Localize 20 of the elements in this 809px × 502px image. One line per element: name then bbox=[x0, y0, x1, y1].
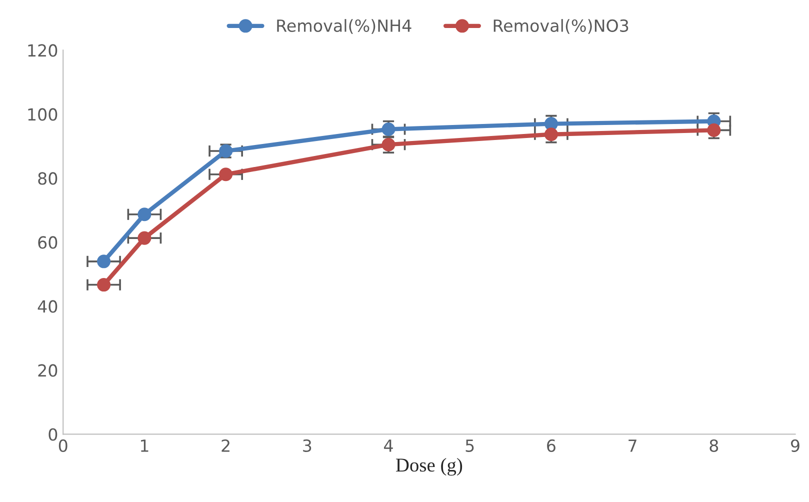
x-tick-label: 7 bbox=[628, 440, 636, 452]
x-tick-label: 6 bbox=[547, 439, 556, 452]
y-tick-label: 60 bbox=[38, 236, 58, 249]
x-tick-label: 0 bbox=[58, 439, 68, 452]
y-tick-label: 120 bbox=[28, 44, 58, 57]
y-tick-label: 100 bbox=[28, 108, 58, 121]
y-tick-label: 20 bbox=[38, 364, 58, 377]
x-tick-label: 1 bbox=[140, 440, 148, 452]
x-tick-label: 4 bbox=[384, 440, 393, 452]
y-tick-label: 80 bbox=[38, 172, 58, 185]
x-tick-label: 9 bbox=[790, 439, 800, 452]
y-tick-label: 0 bbox=[48, 428, 58, 441]
x-tick-label: 8 bbox=[710, 439, 718, 452]
x-tick-label: 3 bbox=[303, 439, 312, 452]
legend-label: Removal(%)NO3 bbox=[494, 19, 628, 34]
x-tick-label: 2 bbox=[222, 439, 230, 452]
x-axis-title: Dose (g) bbox=[396, 458, 462, 476]
x-tick-label: 5 bbox=[466, 440, 474, 452]
y-tick-label: 40 bbox=[38, 300, 58, 313]
legend-label: Removal(%)NH4 bbox=[277, 19, 412, 34]
